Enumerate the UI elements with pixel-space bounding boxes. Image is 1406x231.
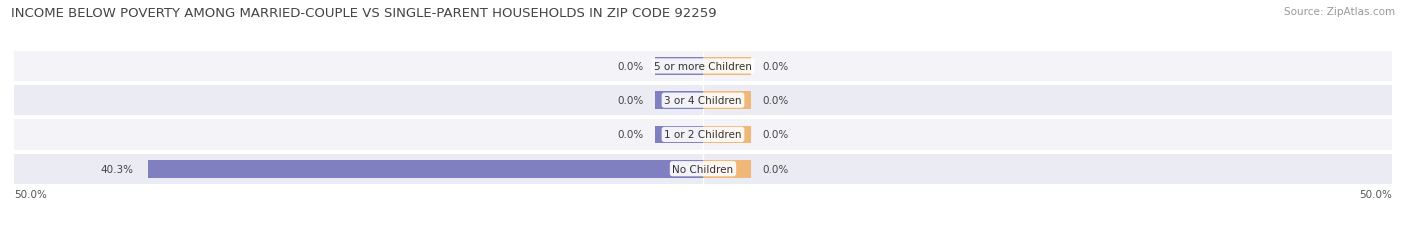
Text: 5 or more Children: 5 or more Children (654, 62, 752, 72)
Text: 0.0%: 0.0% (617, 62, 644, 72)
Text: 1 or 2 Children: 1 or 2 Children (664, 130, 742, 140)
Bar (655, 58, 703, 76)
Text: 0.0%: 0.0% (762, 164, 789, 174)
Text: 50.0%: 50.0% (14, 189, 46, 199)
Text: 0.0%: 0.0% (762, 96, 789, 106)
Bar (703, 126, 751, 144)
Bar (655, 126, 703, 144)
Bar (14, 120, 1392, 150)
Text: Source: ZipAtlas.com: Source: ZipAtlas.com (1284, 7, 1395, 17)
Text: 0.0%: 0.0% (762, 130, 789, 140)
Text: No Children: No Children (672, 164, 734, 174)
Text: 3 or 4 Children: 3 or 4 Children (664, 96, 742, 106)
Text: 40.3%: 40.3% (101, 164, 134, 174)
Bar (14, 154, 1392, 184)
Text: 50.0%: 50.0% (1360, 189, 1392, 199)
Bar (703, 160, 751, 178)
Bar (703, 92, 751, 110)
Bar (14, 52, 1392, 82)
Text: 0.0%: 0.0% (762, 62, 789, 72)
Text: INCOME BELOW POVERTY AMONG MARRIED-COUPLE VS SINGLE-PARENT HOUSEHOLDS IN ZIP COD: INCOME BELOW POVERTY AMONG MARRIED-COUPL… (11, 7, 717, 20)
Bar (655, 92, 703, 110)
Bar (14, 86, 1392, 116)
Bar (148, 160, 703, 178)
Text: 0.0%: 0.0% (617, 96, 644, 106)
Text: 0.0%: 0.0% (617, 130, 644, 140)
Bar (703, 58, 751, 76)
